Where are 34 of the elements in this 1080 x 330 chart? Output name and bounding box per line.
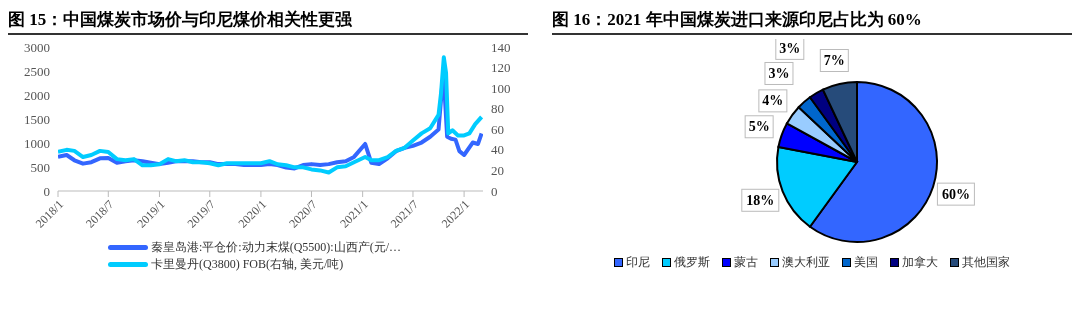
legend-label: 卡里曼丹(Q3800) FOB(右轴, 美元/吨) xyxy=(151,256,344,273)
chart-title: 图 15：中国煤炭市场价与印尼煤价相关性更强 xyxy=(8,8,528,35)
y-tick-label: 0 xyxy=(43,183,50,199)
chart-title: 图 16：2021 年中国煤炭进口来源印尼占比为 60% xyxy=(552,8,1072,35)
y2-tick-label: 120 xyxy=(491,60,511,76)
y-tick-label: 500 xyxy=(30,159,50,175)
line-series xyxy=(58,55,483,175)
legend-label: 澳大利亚 xyxy=(782,254,830,271)
y-tick-label: 1500 xyxy=(24,111,50,127)
data-label: 3% xyxy=(768,65,790,81)
y-tick-label: 2000 xyxy=(24,87,50,103)
y2-tick-label: 60 xyxy=(491,121,504,137)
y2-tick-label: 100 xyxy=(491,80,511,96)
data-label: 7% xyxy=(823,53,845,68)
legend-label: 秦皇岛港:平仓价:动力末煤(Q5500):山西产(元/… xyxy=(151,239,401,256)
data-label: 5% xyxy=(748,119,770,135)
y-tick-label: 3000 xyxy=(24,39,50,55)
legend-label: 其他国家 xyxy=(962,254,1010,271)
data-label: 18% xyxy=(746,192,775,208)
data-label: 4% xyxy=(762,93,784,109)
y2-tick-label: 80 xyxy=(491,101,504,117)
y2-tick-label: 140 xyxy=(491,39,511,55)
y2-tick-label: 20 xyxy=(491,163,504,179)
legend-label: 加拿大 xyxy=(902,254,938,271)
y-tick-label: 2500 xyxy=(24,63,50,79)
y2-tick-label: 40 xyxy=(491,142,504,158)
data-label: 3% xyxy=(779,40,801,56)
data-label: 60% xyxy=(941,186,970,202)
y-tick-label: 1000 xyxy=(24,135,50,151)
legend-label: 蒙古 xyxy=(734,254,758,271)
legend-label: 印尼 xyxy=(626,254,650,271)
legend-label: 俄罗斯 xyxy=(674,254,710,271)
legend-label: 美国 xyxy=(854,254,878,271)
y2-tick-label: 0 xyxy=(491,183,498,199)
